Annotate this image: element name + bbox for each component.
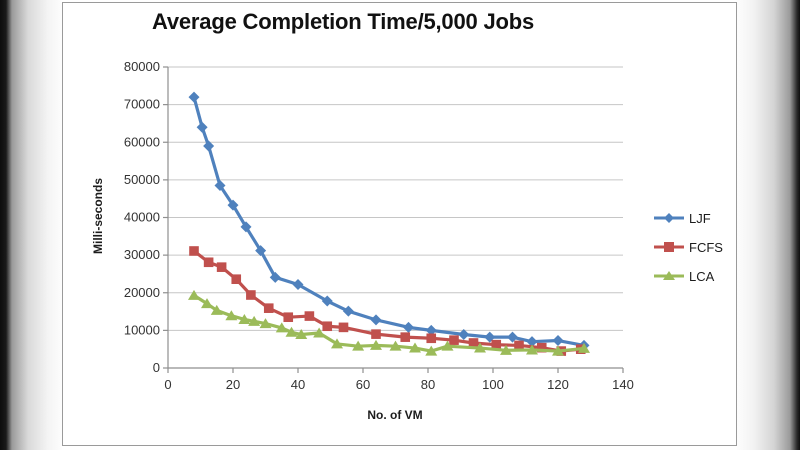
- svg-text:40000: 40000: [124, 210, 160, 225]
- legend-label: LJF: [689, 210, 711, 226]
- svg-text:80000: 80000: [124, 59, 160, 74]
- x-axis-title: No. of VM: [367, 408, 423, 422]
- chart-plot-area: 0 10000 20000 30000 40000 50000 60000 70000 8000…: [124, 59, 634, 392]
- legend-label: LCA: [689, 268, 715, 284]
- svg-text:0: 0: [153, 360, 160, 375]
- svg-text:50000: 50000: [124, 172, 160, 187]
- fcfs-line-marker-icon: [654, 242, 684, 252]
- svg-text:20: 20: [226, 377, 240, 392]
- slide-left-gradient-edge: [0, 0, 62, 450]
- legend-item-ljf: LJF: [653, 208, 723, 228]
- lca-line-marker-icon: [654, 271, 684, 280]
- chart-legend: LJF FCFS LCA: [653, 208, 723, 286]
- ljf-line-marker-icon: [654, 213, 684, 223]
- svg-text:80: 80: [421, 377, 435, 392]
- svg-text:40: 40: [291, 377, 305, 392]
- chart-panel: Average Completion Time/5,000 Jobs Milli…: [62, 2, 737, 446]
- svg-text:0: 0: [164, 377, 171, 392]
- legend-label: FCFS: [689, 239, 723, 255]
- chart-title: Average Completion Time/5,000 Jobs: [151, 9, 535, 34]
- svg-text:30000: 30000: [124, 247, 160, 262]
- svg-text:60000: 60000: [124, 134, 160, 149]
- svg-text:10000: 10000: [124, 322, 160, 337]
- svg-text:60: 60: [356, 377, 370, 392]
- svg-text:120: 120: [547, 377, 569, 392]
- slide-right-gradient-edge: [737, 0, 800, 450]
- svg-text:100: 100: [482, 377, 504, 392]
- svg-text:140: 140: [612, 377, 634, 392]
- legend-item-lca: LCA: [653, 266, 723, 286]
- svg-text:70000: 70000: [124, 97, 160, 112]
- svg-text:20000: 20000: [124, 285, 160, 300]
- legend-item-fcfs: FCFS: [653, 237, 723, 257]
